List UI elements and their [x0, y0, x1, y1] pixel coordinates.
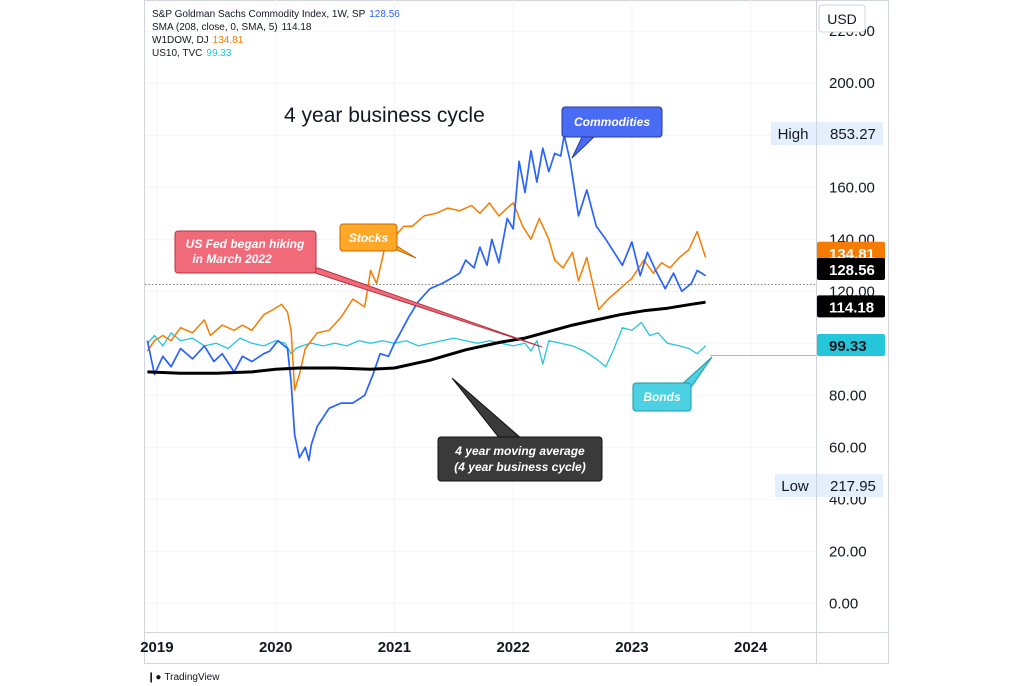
legend-label: W1DOW, DJ: [152, 35, 209, 46]
series-line-3: [147, 300, 706, 375]
x-tick-label: 2021: [378, 639, 411, 656]
bonds-callout-pointer: [678, 356, 713, 387]
low-label-box: [775, 474, 816, 497]
fed-label-line2: in March 2022: [192, 252, 272, 266]
series-group: [146, 134, 707, 462]
y-tick-label: 60.00: [829, 439, 867, 456]
series-line-2: [146, 321, 707, 368]
legend: S&P Goldman Sachs Commodity Index, 1W, S…: [152, 8, 400, 60]
fed-label-line1: US Fed began hiking: [186, 237, 305, 251]
fed-callout-pointer: [299, 267, 543, 348]
x-tick-label: 2019: [140, 639, 173, 656]
legend-row-stocks[interactable]: W1DOW, DJ 134.81: [152, 34, 400, 47]
y-tick-label: 200.00: [829, 75, 875, 92]
tradingview-icon: ❙●: [147, 672, 162, 683]
ma-label-line1: 4 year moving average: [454, 444, 585, 458]
low-value: 217.95: [830, 478, 876, 495]
chart-title: 4 year business cycle: [284, 104, 485, 127]
high-value: 853.27: [830, 126, 876, 143]
stocks-callout: [339, 223, 398, 252]
low-value-box: [817, 474, 883, 497]
bonds-price-tag-text: 99.33: [829, 338, 867, 355]
legend-label: S&P Goldman Sachs Commodity Index, 1W, S…: [152, 9, 366, 20]
bonds-callout: [632, 382, 692, 412]
tradingview-text: TradingView: [164, 672, 220, 683]
x-axis-ticks: 2019 2020 2021 2022 2023 2024: [140, 639, 768, 656]
y-tick-label: 20.00: [829, 543, 867, 560]
x-tick-label: 2020: [259, 639, 292, 656]
legend-row-sma[interactable]: SMA (208, close, 0, SMA, 5) 114.18: [152, 21, 400, 34]
currency-label[interactable]: USD: [827, 11, 857, 27]
y-tick-label: 80.00: [829, 387, 867, 404]
legend-row-bonds[interactable]: US10, TVC 99.33: [152, 47, 400, 60]
currency-box[interactable]: [818, 4, 866, 33]
legend-value: 114.18: [281, 22, 312, 33]
bonds-price-tag: [817, 334, 885, 357]
gridlines: [145, 0, 816, 632]
y-tick-label: 0.00: [829, 595, 858, 612]
sma-price-tag: [817, 295, 885, 318]
ma-callout: [437, 436, 603, 482]
legend-row-commodities[interactable]: S&P Goldman Sachs Commodity Index, 1W, S…: [152, 8, 400, 21]
commodities-label: Commodities: [574, 115, 650, 129]
legend-label: US10, TVC: [152, 48, 203, 59]
low-label: Low: [781, 478, 809, 495]
chart-frame: [144, 0, 889, 664]
commodities-callout-pointer: [571, 134, 598, 159]
x-tick-label: 2024: [734, 639, 768, 656]
sma-price-tag-text: 114.18: [829, 299, 874, 316]
legend-label: SMA (208, close, 0, SMA, 5): [152, 22, 278, 33]
series-line-1: [146, 202, 707, 391]
x-tick-label: 2023: [615, 639, 648, 656]
high-label-box: [771, 122, 816, 145]
stocks-label: Stocks: [349, 231, 389, 245]
bonds-label: Bonds: [643, 390, 681, 404]
legend-value: 99.33: [206, 48, 232, 59]
legend-value: 134.81: [212, 35, 244, 46]
fed-callout: [174, 230, 317, 274]
series-line-0: [146, 134, 707, 462]
ma-callout-pointer: [451, 377, 524, 440]
legend-value: 128.56: [369, 9, 400, 20]
commodities-price-tag: [817, 258, 885, 281]
ma-label-line2: (4 year business cycle): [454, 460, 585, 474]
high-value-box: [817, 122, 883, 145]
high-label: High: [778, 126, 809, 143]
y-axis-ticks: 0.0020.0040.0060.0080.00100.00120.00140.…: [829, 23, 875, 612]
commodities-callout: [561, 106, 663, 138]
y-tick-label: 160.00: [829, 179, 875, 196]
tradingview-logo[interactable]: ❙● TradingView: [147, 672, 219, 683]
x-tick-label: 2022: [496, 639, 529, 656]
commodities-price-tag-text: 128.56: [829, 262, 875, 279]
